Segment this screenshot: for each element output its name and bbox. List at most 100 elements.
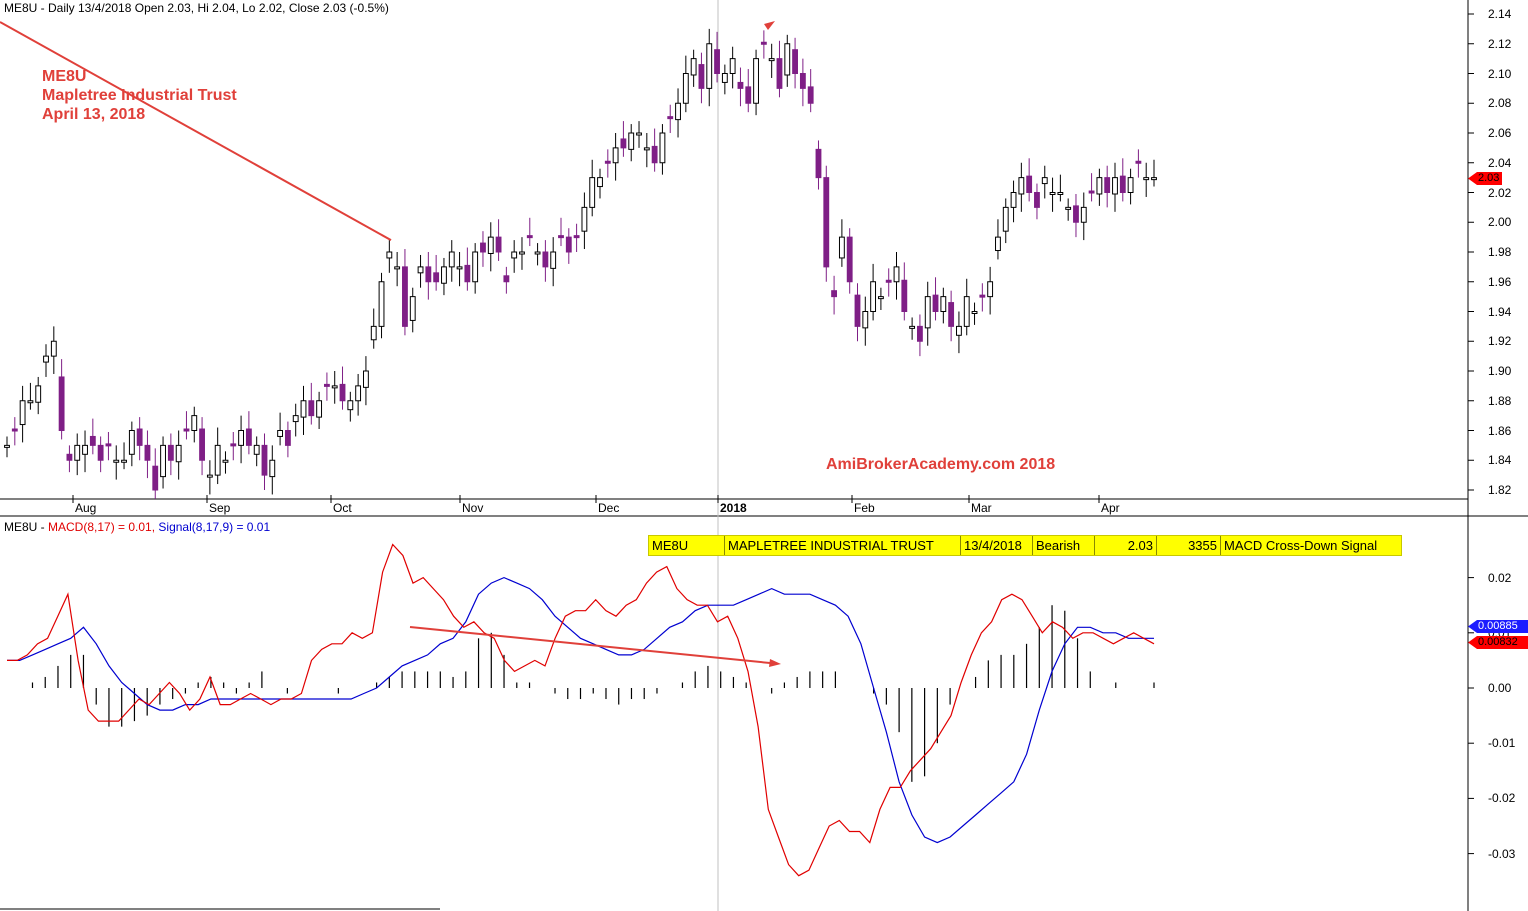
macd-header-macd: MACD(8,17) = 0.01, [48,520,159,534]
price-y-tick-label: 1.84 [1488,453,1512,468]
candle-body [916,325,923,342]
candle-body [105,443,112,447]
candle-body [1018,177,1025,195]
candle-body [924,296,931,329]
candle-body [409,296,416,321]
x-tick-label: Nov [462,501,484,515]
price-y-tick-label: 2.10 [1488,66,1512,81]
candle-body [503,275,510,283]
candle-body [675,102,681,121]
candle-body [721,73,728,83]
candle-body [511,251,518,259]
candle-body [1088,190,1095,194]
annotation-date: April 13, 2018 [42,106,146,123]
candle-body [784,43,791,76]
candle-body [792,49,798,74]
candle-body [604,160,611,164]
candle-body [651,145,658,164]
candle-body [58,376,65,432]
candle-body [1010,192,1017,208]
candle-body [643,147,650,151]
candle-body [456,266,463,270]
candle-body [261,444,268,476]
candle-body [831,290,838,298]
x-tick-label: Feb [854,501,875,515]
candle-body [1034,192,1040,208]
candle-body [355,385,362,402]
candle-body [230,443,237,447]
candle-body [979,294,986,298]
info-name: MAPLETREE INDUSTRIAL TRUST [725,536,961,555]
candle-body [339,383,346,402]
signal-value-tag: 0.00885 [1468,620,1528,633]
candle-body [815,148,822,179]
candle-body [50,340,57,357]
price-y-tick-label: 1.82 [1488,483,1512,497]
price-y-tick-label: 1.94 [1488,304,1512,319]
candle-body [191,415,198,431]
candle-body [82,444,88,455]
price-y-tick-label: 2.04 [1488,155,1512,170]
candle-body [363,370,369,388]
candle-body [838,236,845,259]
candle-body [534,251,541,255]
candle-body [11,428,18,432]
candle-body [308,400,315,417]
candle-body [175,444,182,463]
candle-body [378,281,385,327]
candle-body [331,385,338,389]
close-value-tag: 2.03 [1468,172,1503,185]
macd-header-signal: Signal(8,17,9) = 0.01 [158,520,271,534]
candle-body [706,43,713,89]
candle-body [1127,177,1134,193]
candle-body [222,459,229,463]
info-box: ME8U MAPLETREE INDUSTRIAL TRUST 13/4/201… [648,535,1402,556]
annotation-name: Mapletree Industrial Trust [42,87,237,104]
candle-body [394,266,401,270]
candle-body [963,296,970,327]
info-volume: 3355 [1157,536,1221,555]
candle-body [636,132,642,136]
candle-body [1026,175,1033,193]
candle-body [144,444,151,461]
macd-y-tick-label: -0.02 [1488,791,1516,806]
candle-body [870,281,877,312]
candle-body [1073,205,1079,223]
candle-body [526,235,533,239]
candle-body [1065,206,1072,210]
candle-body [74,444,81,461]
uptrend-arrowhead [764,21,775,30]
candle-body [893,266,900,283]
info-date: 13/4/2018 [961,536,1033,555]
macd-value-tag: 0.00832 [1468,636,1528,649]
candle-body [565,236,572,253]
candle-body [698,64,705,89]
candle-body [1135,160,1142,164]
candle-body [948,302,955,327]
candle-body [682,73,689,104]
candle-body [581,206,588,232]
price-y-tick-label: 1.98 [1488,245,1512,259]
candle-body [214,444,221,476]
watermark: AmiBrokerAcademy.com 2018 [826,456,1056,473]
price-y-tick-label: 1.96 [1488,274,1512,289]
candle-body [66,453,73,461]
candle-body [807,86,814,104]
annotation-symbol: ME8U [42,68,87,85]
candle-body [987,281,994,298]
x-tick-label: Sep [209,501,231,515]
candle-body [4,444,10,448]
x-tick-label: Oct [333,501,352,515]
candle-body [253,444,260,455]
x-tick-label: Mar [971,501,992,515]
candle-body [737,81,744,89]
candle-body [1143,177,1150,181]
info-trend: Bearish [1033,536,1095,555]
price-y-tick-label: 2.02 [1488,185,1512,200]
candle-body [487,236,494,254]
candle-body [1151,177,1157,181]
candle-body [589,177,596,208]
candle-body [1049,192,1056,195]
macd-header: ME8U - MACD(8,17) = 0.01, Signal(8,17,9)… [4,520,270,534]
candle-body [558,235,564,239]
